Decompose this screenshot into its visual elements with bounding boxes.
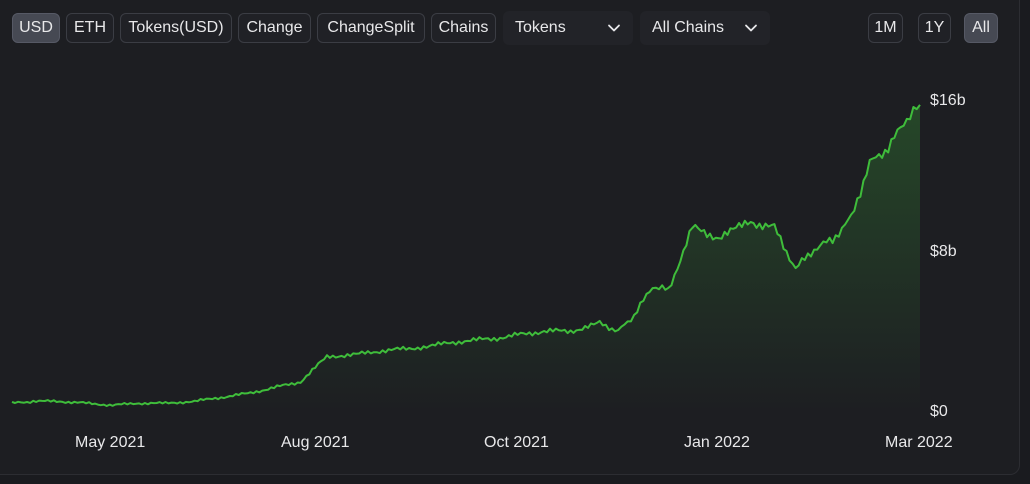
data-point	[617, 330, 619, 332]
x-tick-label: Jan 2022	[684, 434, 750, 451]
series-area-fill	[12, 104, 920, 414]
eth-button[interactable]: ETH	[66, 13, 114, 43]
tokens-select-value: Tokens	[515, 19, 566, 36]
data-point	[381, 349, 383, 351]
chevron-down-icon	[608, 24, 620, 32]
data-point	[718, 236, 720, 238]
data-point	[326, 355, 328, 357]
data-point	[246, 392, 248, 394]
data-point	[906, 117, 908, 119]
data-point	[11, 402, 13, 404]
data-point	[919, 104, 921, 106]
y-tick-label: $8b	[930, 243, 957, 260]
data-point	[691, 227, 693, 229]
x-tick-label: Aug 2021	[281, 434, 350, 451]
range-all-button[interactable]: All	[964, 13, 998, 43]
y-tick-label: $16b	[930, 92, 966, 109]
chevron-down-icon	[745, 24, 757, 32]
usd-button[interactable]: USD	[12, 13, 60, 43]
tvl-area-chart	[11, 104, 921, 414]
data-point	[749, 221, 751, 223]
data-point	[111, 404, 113, 406]
data-point	[32, 400, 34, 402]
data-point	[85, 402, 87, 404]
tokens-select[interactable]: Tokens	[503, 11, 633, 45]
data-point	[194, 400, 196, 402]
data-point	[164, 402, 166, 404]
data-point	[794, 268, 796, 270]
change-button[interactable]: Change	[238, 13, 311, 43]
y-tick-label: $0	[930, 403, 948, 420]
x-tick-label: Mar 2022	[885, 434, 953, 451]
x-tick-label: May 2021	[75, 434, 146, 451]
data-point	[273, 386, 275, 388]
data-point	[651, 285, 653, 287]
data-point	[464, 340, 466, 342]
tokens-usd-button[interactable]: Tokens(USD)	[120, 13, 232, 43]
series-line	[11, 104, 921, 407]
data-point	[490, 338, 492, 340]
data-point	[831, 238, 833, 240]
data-point	[887, 147, 889, 149]
chains-select[interactable]: All Chains	[640, 11, 770, 45]
data-point	[667, 289, 669, 291]
data-point	[569, 330, 571, 332]
change-split-button[interactable]: ChangeSplit	[317, 13, 425, 43]
chains-button[interactable]: Chains	[431, 13, 496, 43]
data-point	[850, 217, 852, 219]
data-point	[633, 314, 635, 316]
data-point	[138, 402, 140, 404]
data-point	[516, 334, 518, 336]
range-1m-button[interactable]: 1M	[868, 13, 903, 43]
data-point	[773, 227, 775, 229]
data-point	[599, 322, 601, 324]
range-1y-button[interactable]: 1Y	[918, 13, 951, 43]
data-point	[299, 381, 301, 383]
data-point	[355, 353, 357, 355]
data-point	[408, 347, 410, 349]
data-point	[813, 248, 815, 250]
data-point	[59, 400, 61, 402]
data-point	[437, 344, 439, 346]
chains-select-value: All Chains	[652, 19, 725, 36]
data-point	[543, 330, 545, 332]
x-tick-label: Oct 2021	[484, 434, 549, 451]
data-point	[869, 162, 871, 164]
data-point	[220, 396, 222, 398]
